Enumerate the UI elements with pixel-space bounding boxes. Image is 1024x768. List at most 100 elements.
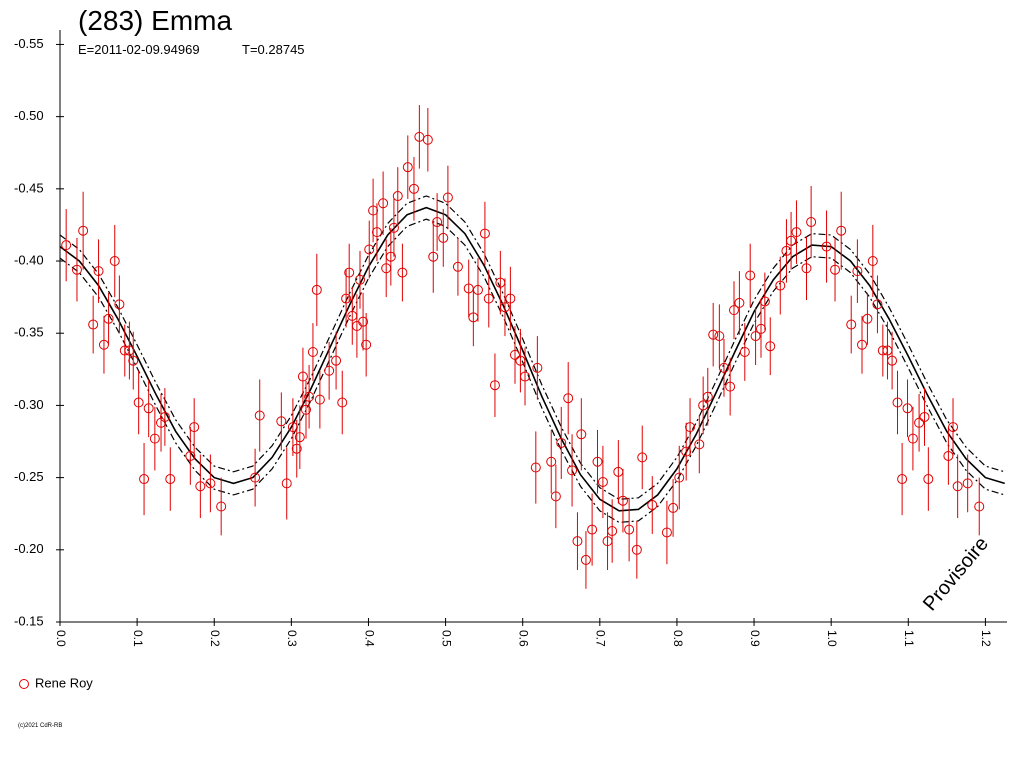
data-point <box>78 225 89 236</box>
data-point <box>572 536 583 547</box>
data-point <box>114 299 125 310</box>
period: T=0.28745 <box>242 42 305 57</box>
data-point <box>189 422 200 433</box>
data-point <box>637 452 648 463</box>
data-point <box>489 380 500 391</box>
data-point <box>532 362 543 373</box>
data-point <box>668 502 679 513</box>
data-point <box>919 411 930 422</box>
y-tick-label: -0.25 <box>14 469 44 484</box>
data-point <box>765 341 776 352</box>
data-point <box>759 296 770 307</box>
data-point <box>341 293 352 304</box>
data-point <box>685 422 696 433</box>
data-point <box>304 391 315 402</box>
data-point <box>867 256 878 267</box>
data-point <box>887 355 898 366</box>
data-point <box>607 526 618 537</box>
data-point <box>124 345 135 356</box>
data-point <box>576 429 587 440</box>
legend-label: Rene Roy <box>35 675 93 690</box>
data-point <box>109 256 120 267</box>
data-point <box>647 500 658 511</box>
data-point <box>786 235 797 246</box>
y-tick-label: -0.45 <box>14 180 44 195</box>
data-point <box>195 481 206 492</box>
watermark: Provisoire <box>919 533 993 615</box>
data-point <box>432 217 443 228</box>
data-point <box>923 474 934 485</box>
data-point <box>397 267 408 278</box>
x-tick-label: 0.4 <box>362 630 376 647</box>
data-point <box>681 446 692 457</box>
data-point <box>254 410 265 421</box>
data-point <box>156 417 167 428</box>
data-point <box>388 222 399 233</box>
data-point <box>550 491 561 502</box>
data-point <box>402 162 413 173</box>
data-point <box>729 305 740 316</box>
x-tick-label: 1.2 <box>979 630 993 647</box>
data-point <box>103 313 114 324</box>
data-point <box>314 394 325 405</box>
data-point <box>276 416 287 427</box>
data-point <box>392 191 403 202</box>
x-tick-label: 0.0 <box>54 630 68 647</box>
data-point <box>385 251 396 262</box>
x-tick-label: 0.1 <box>131 630 145 647</box>
data-point <box>587 524 598 535</box>
data-point <box>852 266 863 277</box>
data-point <box>821 241 832 252</box>
y-tick-label: -0.50 <box>14 108 44 123</box>
x-tick-label: 0.6 <box>517 630 531 647</box>
data-point <box>750 331 761 342</box>
data-point <box>546 456 557 467</box>
data-point <box>205 478 216 489</box>
data-point <box>567 465 578 476</box>
data-point <box>71 264 82 275</box>
data-point <box>294 432 305 443</box>
data-point <box>185 450 196 461</box>
x-tick-label: 0.3 <box>285 630 299 647</box>
data-point <box>530 462 541 473</box>
data-point <box>297 371 308 382</box>
data-point <box>702 391 713 402</box>
data-point <box>597 476 608 487</box>
data-point <box>592 456 603 467</box>
data-point <box>133 397 144 408</box>
data-point <box>287 422 298 433</box>
data-point <box>128 355 139 366</box>
data-point <box>897 474 908 485</box>
data-point <box>952 481 963 492</box>
data-point <box>714 331 725 342</box>
data-point <box>892 397 903 408</box>
data-point <box>452 261 463 272</box>
data-point <box>165 474 176 485</box>
data-point <box>830 264 841 275</box>
x-tick-label: 0.9 <box>748 630 762 647</box>
data-point <box>505 293 516 304</box>
data-point <box>661 527 672 538</box>
data-point <box>556 437 567 448</box>
y-tick-label: -0.35 <box>14 325 44 340</box>
data-point <box>857 339 868 350</box>
data-point <box>907 433 918 444</box>
data-point <box>93 266 104 277</box>
data-point <box>499 302 510 313</box>
data-point <box>358 316 369 327</box>
data-point <box>139 474 150 485</box>
data-point <box>301 404 312 415</box>
data-point <box>422 134 433 145</box>
data-point <box>580 554 591 565</box>
data-point <box>472 284 483 295</box>
data-point <box>624 524 635 535</box>
x-tick-label: 0.5 <box>439 630 453 647</box>
data-point <box>354 274 365 285</box>
data-point <box>88 319 99 330</box>
x-tick-label: 1.1 <box>902 630 916 647</box>
data-point <box>159 411 170 422</box>
y-tick-label: -0.15 <box>14 613 44 628</box>
data-point <box>520 371 531 382</box>
y-tick-label: -0.40 <box>14 252 44 267</box>
